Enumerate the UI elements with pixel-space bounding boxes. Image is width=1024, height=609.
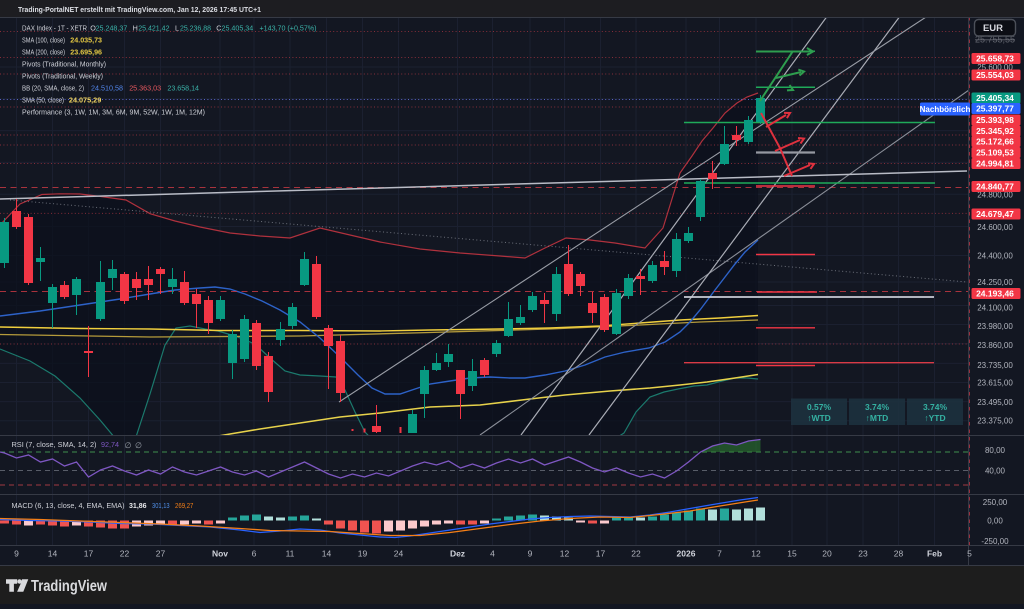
svg-text:25.755,55: 25.755,55	[975, 35, 1015, 45]
svg-text:24.510,58: 24.510,58	[91, 84, 123, 93]
svg-text:7: 7	[717, 549, 722, 559]
svg-text:Pivots (Traditional, Weekly): Pivots (Traditional, Weekly)	[22, 72, 103, 81]
svg-text:24.600,00: 24.600,00	[977, 223, 1013, 232]
svg-text:SMA (200, close): SMA (200, close)	[22, 48, 65, 57]
svg-text:↑WTD: ↑WTD	[807, 413, 831, 423]
svg-text:SMA (100, close): SMA (100, close)	[22, 36, 65, 45]
svg-text:11: 11	[286, 549, 295, 559]
svg-text:SMA (50, close): SMA (50, close)	[22, 96, 64, 105]
svg-text:31,86: 31,86	[129, 501, 147, 510]
svg-text:28: 28	[894, 549, 904, 559]
svg-text:14: 14	[48, 549, 58, 559]
svg-text:23.695,96: 23.695,96	[70, 48, 102, 57]
svg-text:23.495,00: 23.495,00	[977, 398, 1013, 407]
svg-text:301,13: 301,13	[152, 501, 170, 510]
svg-text:23.860,00: 23.860,00	[977, 341, 1013, 350]
svg-text:23.615,00: 23.615,00	[977, 379, 1013, 388]
svg-text:22: 22	[120, 549, 130, 559]
svg-text:24.800,00: 24.800,00	[977, 191, 1013, 200]
svg-text:∅: ∅	[125, 441, 132, 450]
svg-text:23.375,00: 23.375,00	[977, 417, 1013, 426]
svg-text:25.600,00: 25.600,00	[977, 63, 1013, 72]
svg-text:24.994,81: 24.994,81	[976, 159, 1014, 169]
svg-text:25.236,88: 25.236,88	[180, 24, 211, 33]
svg-text:12: 12	[560, 549, 570, 559]
svg-text:MACD (6, 13, close, 4, EMA, EM: MACD (6, 13, close, 4, EMA, EMA)	[12, 501, 125, 510]
svg-text:24.250,00: 24.250,00	[977, 278, 1013, 287]
svg-text:24: 24	[394, 549, 404, 559]
svg-text:27: 27	[156, 549, 166, 559]
svg-text:9: 9	[528, 549, 533, 559]
svg-text:2026: 2026	[677, 549, 696, 559]
svg-text:24.679,47: 24.679,47	[976, 209, 1014, 219]
svg-text:24.840,77: 24.840,77	[976, 182, 1014, 192]
svg-text:14: 14	[322, 549, 332, 559]
svg-text:269,27: 269,27	[175, 501, 193, 510]
svg-text:24.035,73: 24.035,73	[70, 36, 102, 45]
svg-text:23.980,00: 23.980,00	[977, 322, 1013, 331]
svg-text:25.345,92: 25.345,92	[976, 126, 1014, 136]
svg-text:23.735,00: 23.735,00	[977, 361, 1013, 370]
svg-text:24.075,29: 24.075,29	[69, 96, 101, 105]
svg-text:Nov: Nov	[212, 549, 228, 559]
svg-text:40,00: 40,00	[985, 467, 1006, 476]
svg-text:24.100,00: 24.100,00	[977, 304, 1013, 313]
svg-text:↑MTD: ↑MTD	[866, 413, 889, 423]
svg-text:15: 15	[787, 549, 797, 559]
svg-text:9: 9	[14, 549, 19, 559]
svg-text:12: 12	[751, 549, 761, 559]
svg-text:19: 19	[358, 549, 368, 559]
svg-text:25.397,77: 25.397,77	[976, 104, 1014, 114]
svg-text:6: 6	[252, 549, 257, 559]
svg-text:H: H	[133, 24, 138, 33]
svg-text:C: C	[216, 24, 221, 33]
svg-text:24.400,00: 24.400,00	[977, 252, 1013, 261]
svg-text:22: 22	[631, 549, 641, 559]
svg-text:250,00: 250,00	[983, 498, 1008, 507]
svg-text:O: O	[90, 24, 96, 33]
svg-text:0,00: 0,00	[987, 517, 1003, 526]
svg-text:-250,00: -250,00	[981, 537, 1009, 546]
svg-text:25.393,98: 25.393,98	[976, 115, 1014, 125]
svg-text:Dez: Dez	[450, 549, 465, 559]
svg-text:3.74%: 3.74%	[865, 402, 890, 412]
svg-text:25.405,34: 25.405,34	[976, 93, 1014, 103]
svg-text:25.405,34: 25.405,34	[222, 24, 254, 33]
svg-text:Performance (3, 1W, 1M, 3M, 6M: Performance (3, 1W, 1M, 3M, 6M, 9M, 52W,…	[22, 108, 205, 117]
svg-text:L: L	[175, 24, 179, 33]
svg-text:Nachbörslich: Nachbörslich	[920, 105, 971, 114]
svg-text:25.109,53: 25.109,53	[976, 148, 1014, 158]
svg-text:17: 17	[596, 549, 606, 559]
svg-text:DAX Index - 1T - XETR: DAX Index - 1T - XETR	[22, 24, 87, 33]
svg-text:23.658,14: 23.658,14	[167, 84, 199, 93]
svg-text:17: 17	[84, 549, 94, 559]
svg-text:+143,70 (+0,57%): +143,70 (+0,57%)	[260, 24, 317, 33]
svg-text:BB (20, SMA, close, 2): BB (20, SMA, close, 2)	[22, 84, 84, 93]
svg-text:25.248,37: 25.248,37	[96, 24, 128, 33]
svg-text:↑YTD: ↑YTD	[924, 413, 945, 423]
svg-text:20: 20	[822, 549, 832, 559]
svg-text:25.172,66: 25.172,66	[976, 137, 1014, 147]
svg-text:25.658,73: 25.658,73	[976, 54, 1014, 64]
svg-text:Pivots (Traditional, Monthly): Pivots (Traditional, Monthly)	[22, 60, 106, 69]
svg-text:Feb: Feb	[927, 549, 942, 559]
svg-text:25.363,03: 25.363,03	[129, 84, 161, 93]
svg-text:92,74: 92,74	[101, 440, 119, 449]
svg-text:4: 4	[490, 549, 495, 559]
svg-text:25.554,03: 25.554,03	[976, 70, 1014, 80]
svg-text:TradingView: TradingView	[31, 578, 108, 595]
svg-text:Trading-PortalNET erstellt mit: Trading-PortalNET erstellt mit TradingVi…	[18, 5, 261, 14]
svg-text:80,00: 80,00	[985, 446, 1006, 455]
svg-text:25.421,42: 25.421,42	[138, 24, 169, 33]
svg-text:0.57%: 0.57%	[807, 402, 832, 412]
svg-text:24.193,46: 24.193,46	[976, 289, 1014, 299]
svg-text:23: 23	[858, 549, 868, 559]
svg-text:5: 5	[967, 549, 972, 559]
svg-text:RSI (7, close, SMA, 14, 2): RSI (7, close, SMA, 14, 2)	[12, 440, 97, 449]
svg-text:3.74%: 3.74%	[923, 402, 948, 412]
svg-text:EUR: EUR	[983, 23, 1003, 34]
svg-text:∅: ∅	[135, 441, 142, 450]
